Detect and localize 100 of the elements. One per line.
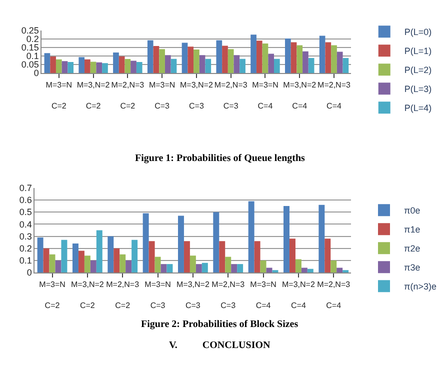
y-tick-label: 0.1: [19, 256, 32, 266]
y-tick-label: 0.15: [21, 42, 39, 53]
y-tick-label: 0: [26, 268, 32, 278]
bar: [118, 56, 125, 74]
bar: [295, 259, 302, 273]
bar: [272, 270, 278, 273]
bar: [234, 55, 240, 74]
y-tick-label: 0.6: [19, 195, 32, 206]
bar: [225, 256, 232, 273]
bar: [37, 237, 44, 273]
bar: [84, 59, 90, 74]
bar: [285, 38, 291, 74]
bar: [147, 40, 154, 74]
bar: [50, 56, 56, 74]
bar: [78, 250, 84, 273]
y-tick-label: 0.2: [19, 243, 32, 254]
bar: [284, 206, 290, 273]
bar: [219, 241, 226, 273]
bar: [262, 43, 268, 74]
bar: [68, 62, 74, 74]
category-label: M=3=N C=4: [250, 280, 276, 310]
bar: [56, 59, 62, 74]
bar: [55, 260, 62, 273]
bar: [43, 248, 50, 273]
bar: [319, 36, 326, 74]
bar: [237, 264, 244, 273]
bar: [308, 58, 314, 74]
bar: [182, 42, 188, 74]
category-label: M=3,N=2 C=3: [180, 80, 213, 110]
caption: Figure 1: Probabilities of Queue lengths: [135, 153, 306, 164]
y-tick-label: 0.7: [19, 183, 32, 194]
category-label: M=2,N=3 C=3: [212, 280, 245, 310]
bar: [260, 260, 266, 273]
category-label: M=2,N=3 C=4: [318, 80, 350, 110]
bar: [90, 260, 96, 273]
bar: [154, 256, 161, 273]
category-label: M=2,N=3 C=4: [317, 280, 350, 310]
bar: [336, 268, 343, 273]
category-label: M=3=N C=3: [144, 280, 171, 310]
bar: [318, 204, 325, 273]
bar: [213, 212, 220, 273]
bar: [301, 268, 308, 273]
legend-label: P(L=2): [404, 65, 432, 76]
bar: [290, 42, 297, 74]
bar: [102, 63, 108, 74]
category-label: M=2,N=3 C=3: [214, 80, 248, 110]
bar: [62, 61, 68, 74]
category-label: M=3=N C=2: [46, 80, 72, 110]
bar: [196, 264, 202, 273]
bar: [166, 264, 173, 273]
bar: [202, 262, 208, 273]
bar: [159, 49, 165, 74]
legend-label: P(L=3): [404, 84, 432, 94]
bar: [61, 240, 68, 273]
bar: [228, 49, 234, 74]
bar: [254, 241, 260, 273]
y-tick-label: 0: [34, 68, 39, 78]
category-label: M=3,N=2 C=2: [76, 80, 110, 110]
text: V. CONCLUSION: [169, 340, 271, 351]
category-label: M=3=N C=4: [252, 80, 278, 110]
bar: [90, 62, 96, 74]
bar: [222, 46, 228, 74]
legend-label: P(L=1): [404, 46, 432, 56]
bar: [199, 55, 206, 74]
category-label: M=3,N=2 C=2: [70, 280, 104, 310]
bar: [205, 58, 212, 74]
bar: [250, 34, 256, 74]
bar: [268, 54, 274, 74]
text: π1e: [404, 224, 420, 235]
bar: [266, 268, 272, 273]
bar: [330, 260, 337, 273]
y-tick-label: 0.1: [26, 51, 39, 62]
bar: [248, 201, 254, 273]
y-tick-label: 0.3: [19, 231, 32, 242]
bar: [188, 46, 194, 74]
bar: [164, 55, 171, 74]
y-tick-label: 0.25: [21, 25, 39, 36]
bar: [72, 244, 78, 273]
bar: [78, 57, 85, 74]
category-label: M=3=N C=3: [148, 80, 176, 110]
category-label: M=2,N=3 C=2: [111, 80, 144, 110]
bar: [44, 53, 50, 74]
bar: [153, 46, 160, 74]
bar: [342, 270, 349, 273]
bar: [96, 62, 102, 74]
bar: [336, 52, 343, 74]
bar: [274, 58, 280, 74]
bar: [325, 42, 332, 74]
y-tick-label: 0.2: [26, 34, 39, 44]
bar: [113, 52, 119, 74]
bar: [142, 213, 149, 273]
legend-label: P(L=4): [404, 103, 432, 114]
bar: [108, 236, 114, 273]
bar: [184, 241, 190, 273]
bar: [130, 60, 136, 74]
category-label: M=3=N C=2: [39, 280, 66, 310]
bar: [331, 45, 337, 74]
bar: [296, 45, 303, 74]
y-tick-label: 0.05: [21, 60, 39, 70]
bar: [132, 240, 138, 273]
